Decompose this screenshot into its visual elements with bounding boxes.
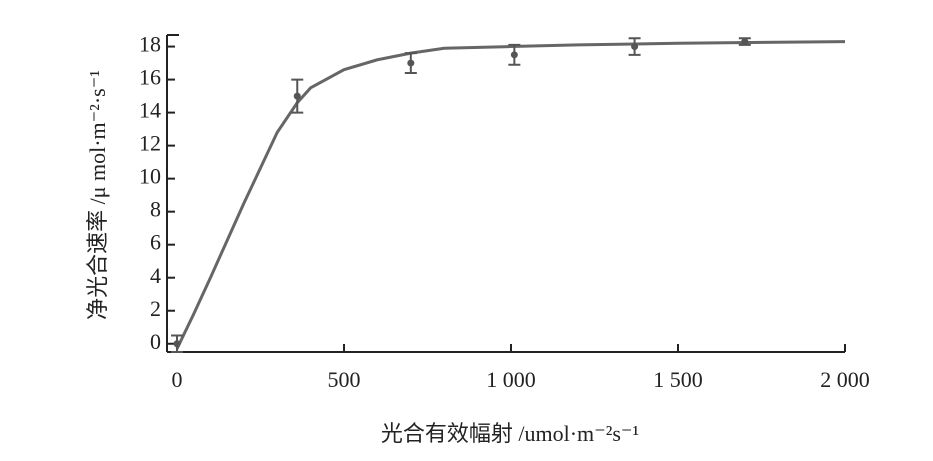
data-point <box>631 43 639 51</box>
y-tick-label: 12 <box>139 131 161 156</box>
y-tick-label: 14 <box>139 98 161 123</box>
data-point <box>293 92 301 100</box>
x-tick-label: 0 <box>172 367 183 392</box>
data-point <box>510 51 518 59</box>
fit-curve <box>175 40 846 350</box>
x-tick-label: 500 <box>328 367 361 392</box>
y-tick-label: 18 <box>139 32 161 57</box>
y-tick-label: 6 <box>150 230 161 255</box>
y-tick-label: 8 <box>150 197 161 222</box>
y-tick-label: 16 <box>139 65 161 90</box>
data-point <box>741 38 749 46</box>
y-axis-label: 净光合速率 /μ mol·m⁻²·s⁻¹ <box>85 70 110 320</box>
data-point <box>173 340 181 348</box>
x-axis-label: 光合有效幅射 /umol·m⁻²s⁻¹ <box>381 421 639 446</box>
y-tick-label: 0 <box>150 329 161 354</box>
x-tick-label: 1 000 <box>486 367 536 392</box>
data-point <box>407 59 415 67</box>
y-tick-label: 4 <box>150 263 161 288</box>
x-tick-label: 1 500 <box>653 367 703 392</box>
x-tick-label: 2 000 <box>820 367 870 392</box>
y-tick-label: 2 <box>150 296 161 321</box>
y-tick-label: 10 <box>139 164 161 189</box>
